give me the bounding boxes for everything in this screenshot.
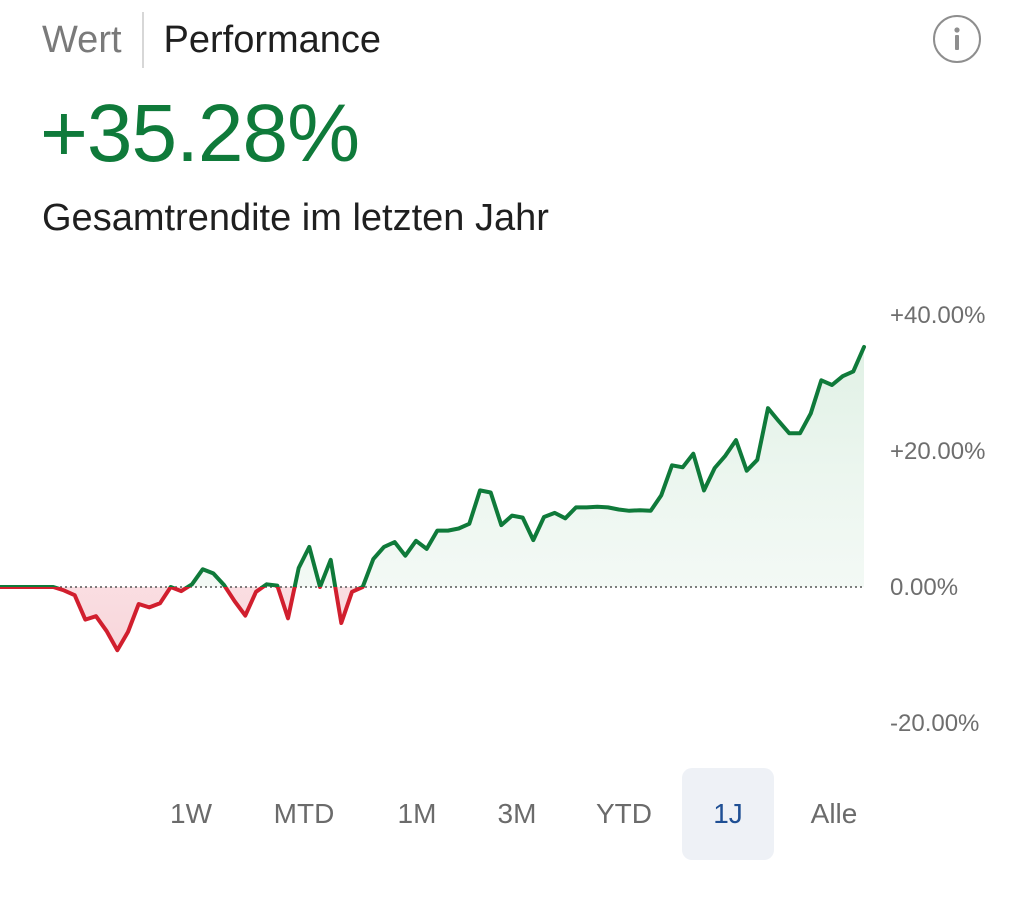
performance-caption: Gesamtrendite im letzten Jahr xyxy=(42,197,549,239)
range-1w[interactable]: 1W xyxy=(170,798,212,829)
positive-area-fill xyxy=(0,347,864,587)
y-tick-label: +20.00% xyxy=(890,438,985,465)
info-button[interactable] xyxy=(933,15,981,63)
tab-performance[interactable]: Performance xyxy=(163,19,382,61)
negative-area-fill xyxy=(0,587,864,651)
positive-area xyxy=(0,347,864,587)
tab-wert[interactable]: Wert xyxy=(42,19,122,61)
negative-line xyxy=(0,587,365,653)
range-3m[interactable]: 3M xyxy=(497,798,537,829)
performance-chart: +40.00% +20.00% 0.00% -20.00% xyxy=(0,302,985,737)
y-axis-ticks: +40.00% +20.00% 0.00% -20.00% xyxy=(890,302,985,737)
range-1j[interactable]: 1J xyxy=(682,768,774,860)
range-1m[interactable]: 1M xyxy=(397,798,437,829)
range-selector: 1W MTD 1M 3M YTD 1J Alle xyxy=(140,768,880,860)
info-circle-icon xyxy=(954,27,960,50)
performance-line-positive xyxy=(0,345,866,587)
view-toggle: Wert Performance xyxy=(42,12,381,68)
range-ytd[interactable]: YTD xyxy=(596,798,652,829)
performance-line-negative xyxy=(0,587,365,653)
positive-line xyxy=(0,345,866,587)
performance-value: +35.28% xyxy=(40,88,360,179)
y-tick-label: +40.00% xyxy=(890,302,985,329)
negative-area xyxy=(0,587,864,651)
range-mtd[interactable]: MTD xyxy=(273,798,335,829)
y-tick-label: -20.00% xyxy=(890,710,979,737)
y-tick-label: 0.00% xyxy=(890,574,958,601)
range-alle[interactable]: Alle xyxy=(810,798,858,829)
tab-divider xyxy=(141,12,144,68)
